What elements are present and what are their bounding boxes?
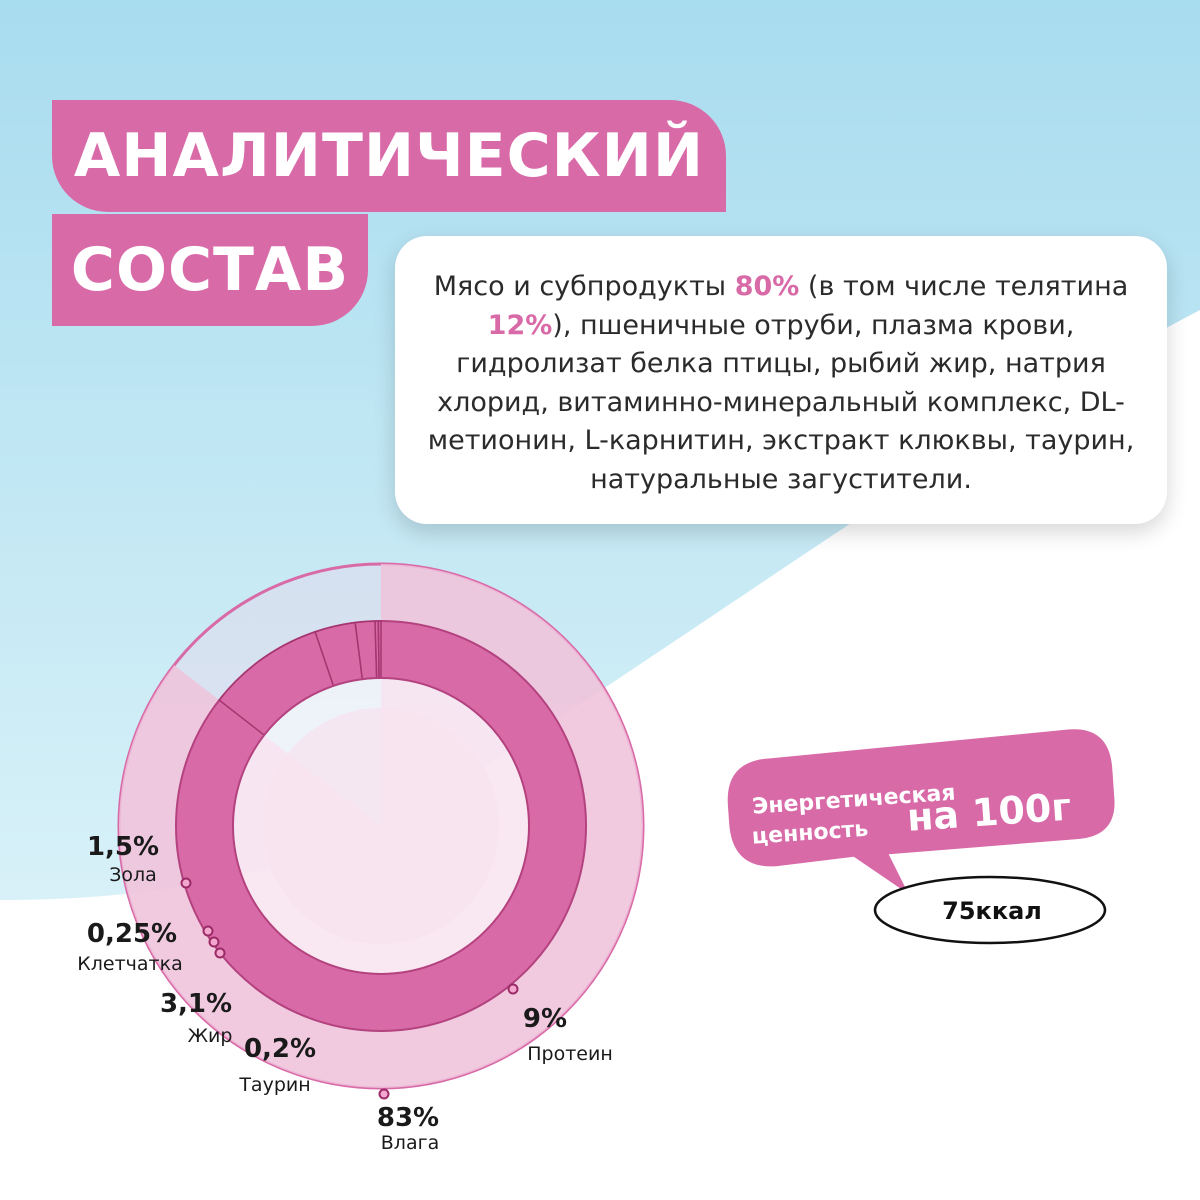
name-label-fat: Жир [188, 1025, 233, 1047]
composition-text: Мясо и субпродукты 80% (в том числе теля… [423, 268, 1139, 499]
chart-core-inner [263, 708, 499, 944]
composition-seg3: ), пшеничные отруби, плазма крови, гидро… [427, 309, 1135, 495]
name-label-moisture: Влага [381, 1132, 439, 1154]
name-label-taurine: Таурин [238, 1074, 310, 1096]
marker-ash [180, 877, 192, 889]
energy-value: 75ккал [942, 897, 1042, 925]
name-label-fiber: Клетчатка [77, 953, 182, 975]
marker-fat [214, 947, 226, 959]
composition-seg1: Мясо и субпродукты [433, 271, 735, 302]
value-label-ash: 1,5% [87, 832, 159, 862]
marker-taurine [208, 936, 220, 948]
composition-seg2: (в том числе телятина [799, 271, 1129, 302]
energy-value-oval [873, 875, 1107, 945]
energy-bubble [727, 729, 1115, 895]
meat-percent: 80% [734, 271, 800, 302]
value-label-fat: 3,1% [160, 989, 232, 1019]
title-line-1: АНАЛИТИЧЕСКИЙ [52, 100, 726, 212]
value-label-fiber: 0,25% [87, 919, 177, 949]
marker-protein [507, 983, 519, 995]
name-label-ash: Зола [109, 864, 157, 886]
veal-percent: 12% [487, 309, 553, 341]
value-label-moisture: 83% [377, 1103, 439, 1133]
value-label-protein: 9% [523, 1004, 567, 1034]
value-label-taurine: 0,2% [244, 1034, 316, 1064]
title-line-2: СОСТАВ [52, 214, 368, 326]
name-label-protein: Протеин [527, 1043, 613, 1065]
composition-card: Мясо и субпродукты 80% (в том числе теля… [395, 236, 1167, 524]
marker-fiber [202, 925, 214, 937]
marker-moisture [378, 1088, 390, 1100]
